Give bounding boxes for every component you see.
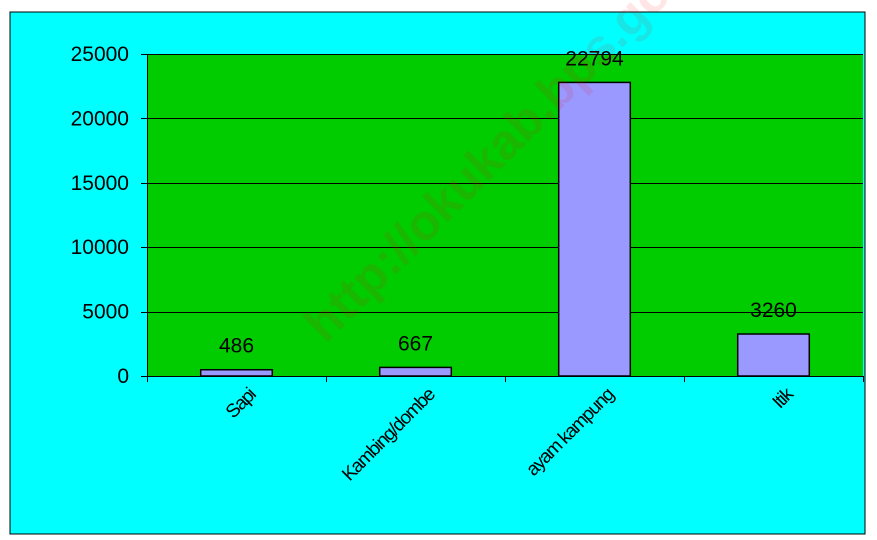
- y-tick-label: 5000: [82, 301, 129, 324]
- y-tick-label: 20000: [71, 107, 129, 130]
- y-tick-label: 25000: [71, 43, 129, 66]
- data-label: 486: [219, 335, 254, 358]
- y-tick-label: 0: [117, 365, 129, 388]
- bar-ayam-kampung: [559, 82, 631, 376]
- y-tick-label: 15000: [71, 172, 129, 195]
- bar-kambing-dombe: [380, 367, 452, 376]
- data-label: 3260: [750, 299, 797, 322]
- data-label: 667: [398, 332, 433, 355]
- bar-sapi: [201, 370, 273, 376]
- y-tick-label: 10000: [71, 236, 129, 259]
- bar-itik: [738, 334, 810, 376]
